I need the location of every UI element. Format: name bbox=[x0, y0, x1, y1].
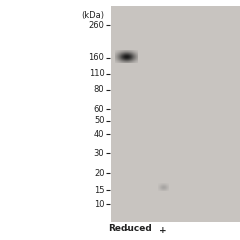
Text: -: - bbox=[124, 226, 128, 235]
Text: 50: 50 bbox=[94, 116, 104, 126]
Text: (kDa): (kDa) bbox=[81, 11, 104, 20]
Text: +: + bbox=[159, 226, 167, 235]
Text: 40: 40 bbox=[94, 130, 104, 139]
Text: 110: 110 bbox=[89, 69, 104, 78]
Text: 260: 260 bbox=[89, 21, 104, 30]
Bar bbox=[111, 6, 240, 222]
Text: 15: 15 bbox=[94, 186, 104, 195]
Text: 10: 10 bbox=[94, 200, 104, 209]
Text: 20: 20 bbox=[94, 169, 104, 178]
Text: 160: 160 bbox=[89, 53, 104, 62]
Text: 30: 30 bbox=[94, 149, 104, 158]
Text: Reduced: Reduced bbox=[108, 224, 151, 233]
Text: 60: 60 bbox=[94, 105, 104, 114]
Text: 80: 80 bbox=[94, 85, 104, 94]
